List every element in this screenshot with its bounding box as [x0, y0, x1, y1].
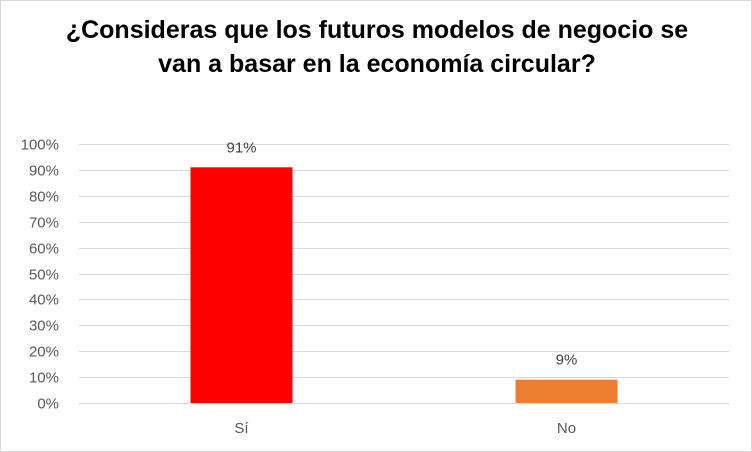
y-tick-label: 30%	[29, 318, 59, 335]
y-tick-label: 70%	[29, 215, 59, 232]
x-tick-label: Sí	[234, 420, 249, 437]
y-tick-label: 50%	[29, 267, 59, 284]
bar	[190, 167, 293, 403]
y-tick-label: 100%	[21, 137, 59, 154]
y-tick-label: 60%	[29, 241, 59, 258]
y-tick-label: 90%	[29, 163, 59, 180]
data-label: 9%	[556, 352, 578, 369]
y-tick-label: 40%	[29, 292, 59, 309]
y-tick-label: 20%	[29, 344, 59, 361]
y-tick-label: 10%	[29, 370, 59, 387]
y-tick-label: 80%	[29, 189, 59, 206]
y-tick-label: 0%	[37, 396, 59, 413]
chart-title: ¿Consideras que los futuros modelos de n…	[65, 16, 689, 78]
bar	[515, 379, 618, 403]
data-label: 91%	[226, 139, 256, 156]
x-tick-label: No	[557, 420, 576, 437]
